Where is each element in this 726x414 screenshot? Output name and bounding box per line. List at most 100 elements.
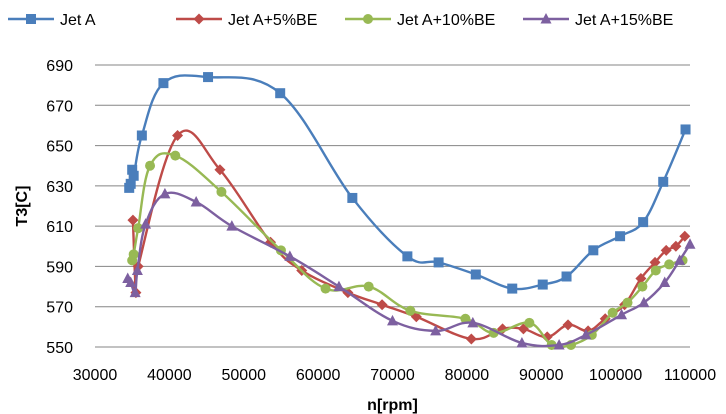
- data-point: [190, 195, 202, 207]
- legend-item: Jet A+15%BE: [523, 12, 673, 29]
- data-point: [664, 259, 675, 270]
- data-point: [684, 238, 696, 249]
- data-point: [405, 305, 416, 316]
- y-axis-ticks: 550 570 590 610 630 650 670 690: [46, 58, 73, 357]
- data-point: [363, 281, 374, 292]
- data-point: [216, 186, 227, 197]
- data-point: [649, 256, 661, 268]
- data-point: [158, 78, 169, 89]
- data-point: [226, 220, 238, 231]
- y-tick-label: 590: [46, 259, 73, 276]
- data-point: [659, 276, 671, 288]
- data-point: [172, 130, 184, 141]
- data-point: [170, 150, 181, 161]
- data-point: [460, 313, 471, 324]
- data-point: [588, 245, 599, 256]
- x-axis-title: n[rpm]: [367, 397, 418, 414]
- data-point: [635, 273, 647, 285]
- data-point: [650, 265, 661, 276]
- series-1: [124, 72, 691, 294]
- data-point: [537, 279, 548, 290]
- data-point: [670, 240, 682, 252]
- legend-marker: [193, 13, 205, 25]
- legend-item: Jet A+10%BE: [345, 12, 495, 29]
- x-axis-ticks: 30000 40000 50000 60000 70000 80000 90000 10000…: [73, 367, 716, 384]
- data-point: [638, 296, 650, 308]
- x-tick-label: 30000: [73, 367, 118, 384]
- data-point: [561, 271, 572, 282]
- data-point: [128, 249, 139, 260]
- legend-label: Jet A+15%BE: [575, 12, 673, 29]
- data-point: [140, 218, 152, 229]
- data-point: [127, 164, 138, 175]
- data-point: [145, 160, 156, 171]
- data-point: [214, 164, 226, 176]
- data-point: [128, 170, 139, 181]
- data-point: [430, 324, 442, 336]
- data-point: [376, 299, 388, 311]
- y-tick-label: 650: [46, 139, 73, 156]
- x-tick-label: 90000: [519, 367, 564, 384]
- x-tick-label: 70000: [370, 367, 415, 384]
- data-point: [127, 214, 139, 226]
- series-4: [122, 187, 696, 350]
- data-point: [402, 251, 413, 262]
- data-point: [680, 124, 691, 135]
- x-tick-label: 40000: [147, 367, 192, 384]
- series-line: [131, 152, 683, 349]
- data-point: [516, 336, 528, 348]
- data-point: [660, 244, 672, 256]
- legend: Jet A Jet A+5%BE Jet A+10%BE Jet A+15%BE: [8, 12, 673, 29]
- data-point: [637, 281, 648, 292]
- legend-label: Jet A+5%BE: [228, 12, 317, 29]
- y-tick-label: 670: [46, 98, 73, 115]
- y-tick-label: 610: [46, 219, 73, 236]
- gridlines: [95, 64, 690, 308]
- data-point: [580, 328, 592, 340]
- data-point: [129, 286, 141, 298]
- data-point: [125, 276, 137, 288]
- legend-marker: [363, 14, 373, 24]
- data-point: [320, 283, 331, 294]
- data-point: [541, 331, 553, 343]
- x-tick-label: 100000: [589, 367, 642, 384]
- data-point: [203, 72, 214, 83]
- y-tick-label: 550: [46, 340, 73, 357]
- data-point: [616, 308, 628, 320]
- series-layer: [122, 72, 696, 350]
- y-tick-label: 690: [46, 58, 73, 75]
- data-point: [562, 319, 574, 331]
- data-point: [133, 223, 144, 234]
- data-point: [275, 88, 286, 99]
- data-point: [333, 280, 345, 292]
- data-point: [638, 217, 649, 228]
- data-point: [524, 317, 535, 328]
- x-tick-label: 60000: [296, 367, 341, 384]
- legend-label: Jet A: [60, 12, 96, 29]
- data-point: [467, 316, 479, 328]
- data-point: [125, 178, 136, 189]
- legend-label: Jet A+10%BE: [397, 12, 495, 29]
- y-axis-title: T3[C]: [14, 186, 31, 227]
- series-line: [126, 191, 692, 348]
- data-point: [674, 254, 686, 265]
- legend-item: Jet A: [8, 12, 96, 29]
- data-point: [553, 338, 565, 350]
- data-point: [159, 187, 171, 199]
- data-point: [607, 307, 618, 318]
- x-tick-label: 110000: [664, 367, 716, 384]
- data-point: [433, 257, 444, 268]
- legend-item: Jet A+5%BE: [176, 12, 317, 29]
- x-tick-label: 80000: [445, 367, 490, 384]
- legend-marker: [540, 13, 552, 24]
- legend-marker: [26, 14, 36, 24]
- data-point: [284, 250, 296, 261]
- data-point: [470, 269, 481, 280]
- data-point: [136, 130, 147, 141]
- y-tick-label: 570: [46, 300, 73, 317]
- data-point: [679, 230, 691, 242]
- data-point: [347, 192, 358, 203]
- data-point: [507, 283, 518, 294]
- data-point: [387, 314, 398, 326]
